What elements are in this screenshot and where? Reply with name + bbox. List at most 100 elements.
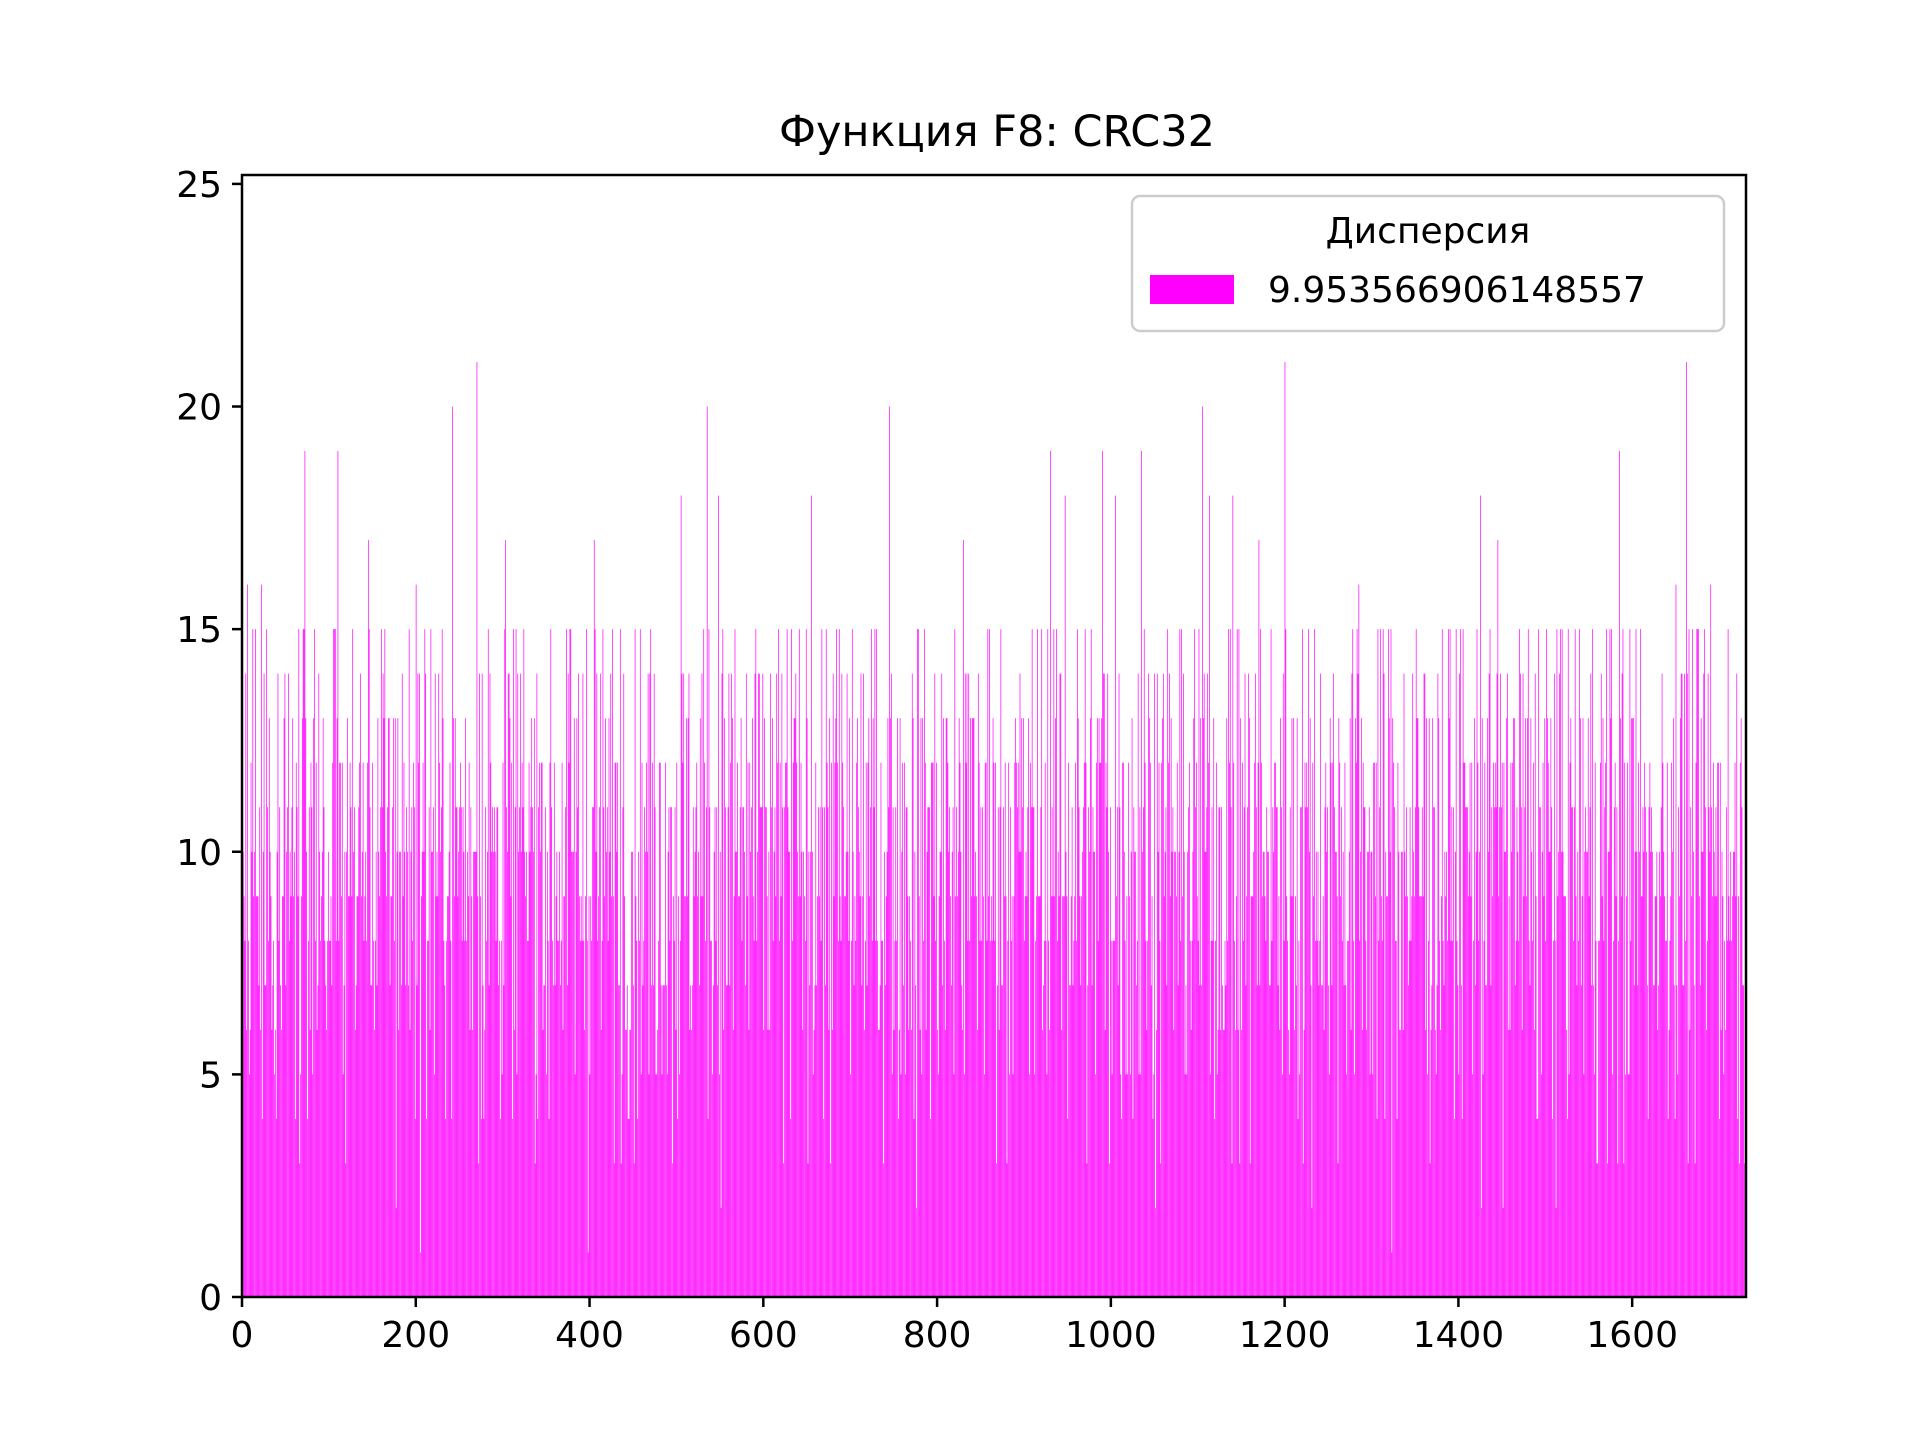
histogram-bar <box>1078 807 1080 1297</box>
histogram-bar <box>1702 851 1704 1297</box>
histogram-bar <box>759 807 761 1297</box>
histogram-bar <box>928 807 930 1297</box>
histogram-bar <box>677 1118 678 1297</box>
histogram-bar <box>749 762 751 1297</box>
histogram-bar <box>1573 940 1574 1297</box>
histogram-bar <box>1661 673 1663 1297</box>
histogram-bar <box>745 673 747 1297</box>
histogram-bar <box>626 985 628 1297</box>
histogram-bar <box>1649 762 1651 1297</box>
histogram-bar <box>1732 896 1733 1297</box>
histogram-bar <box>1640 896 1642 1297</box>
histogram-bar <box>1309 718 1311 1297</box>
histogram-bar <box>541 762 543 1297</box>
histogram-bar <box>1252 896 1254 1297</box>
histogram-bar <box>1588 896 1590 1297</box>
histogram-bar <box>1286 896 1288 1297</box>
histogram-bar <box>801 851 803 1297</box>
histogram-bar <box>1336 896 1338 1297</box>
histogram-bar <box>1420 896 1421 1297</box>
histogram-bar <box>390 896 392 1297</box>
histogram-bar <box>1726 940 1728 1297</box>
histogram-bar <box>1704 629 1705 1297</box>
histogram-bar <box>778 629 779 1297</box>
histogram-bar <box>904 762 905 1297</box>
histogram-bar <box>1441 629 1443 1297</box>
histogram-bar <box>782 807 784 1297</box>
histogram-bar <box>1693 851 1694 1297</box>
histogram-bar <box>969 940 970 1297</box>
histogram-bar <box>1710 584 1712 1297</box>
histogram-bar <box>1157 851 1159 1297</box>
histogram-bar <box>1038 896 1040 1297</box>
histogram-bar <box>1318 985 1320 1297</box>
histogram-bar <box>1179 629 1181 1297</box>
histogram-bar <box>1334 807 1335 1297</box>
histogram-bar <box>1164 851 1166 1297</box>
histogram-bar <box>694 851 696 1297</box>
histogram-bar <box>1401 851 1403 1297</box>
histogram-bar <box>845 851 847 1297</box>
histogram-bar <box>990 896 992 1297</box>
histogram-bar <box>1355 762 1357 1297</box>
histogram-bar <box>937 1029 938 1297</box>
histogram-bar <box>1155 1207 1156 1297</box>
histogram-bar <box>1741 807 1743 1297</box>
histogram-bar <box>663 985 665 1297</box>
histogram-bar <box>310 762 312 1297</box>
histogram-bar <box>556 851 558 1297</box>
histogram-bar <box>1074 896 1076 1297</box>
histogram-bar <box>1043 940 1045 1297</box>
histogram-bar <box>760 807 762 1297</box>
histogram-bar <box>487 851 488 1297</box>
histogram-bar <box>790 1118 791 1297</box>
histogram-bar <box>987 629 989 1297</box>
histogram-bar <box>443 940 445 1297</box>
histogram-bar <box>469 1029 471 1297</box>
histogram-bar <box>860 673 862 1297</box>
histogram-bar <box>739 807 741 1297</box>
histogram-bar <box>335 940 337 1297</box>
histogram-bar <box>891 1074 893 1297</box>
histogram-bar <box>1242 762 1243 1297</box>
histogram-bar <box>1540 1074 1542 1297</box>
histogram-bar <box>1469 762 1471 1297</box>
histogram-bar <box>1633 985 1635 1297</box>
histogram-bar <box>685 896 686 1297</box>
histogram-bar <box>545 807 546 1297</box>
histogram-bar <box>1004 762 1006 1297</box>
histogram-bar <box>1718 762 1719 1297</box>
histogram-bar <box>1666 762 1668 1297</box>
histogram-bar <box>976 896 977 1297</box>
histogram-bar <box>1720 1029 1722 1297</box>
histogram-bar <box>886 851 888 1297</box>
histogram-bar <box>1547 718 1548 1297</box>
histogram-bar <box>553 985 554 1297</box>
histogram-bar <box>936 762 937 1297</box>
histogram-bar <box>978 762 980 1297</box>
histogram-bar <box>1435 1074 1437 1297</box>
histogram-bar <box>989 629 990 1297</box>
histogram-bar <box>891 673 892 1297</box>
histogram-bar <box>948 851 950 1297</box>
histogram-bar <box>708 629 710 1297</box>
histogram-bar <box>1209 1074 1211 1297</box>
histogram-bar <box>1109 807 1111 1297</box>
histogram-bar <box>1319 940 1321 1297</box>
histogram-bar <box>1091 985 1093 1297</box>
histogram-bar <box>1615 896 1617 1297</box>
histogram-bar <box>1388 629 1389 1297</box>
histogram-bar <box>1121 1118 1122 1297</box>
histogram-bar <box>1427 1074 1428 1297</box>
histogram-bar <box>275 1029 276 1297</box>
histogram-bar <box>859 896 861 1297</box>
histogram-bar <box>407 985 409 1297</box>
histogram-bar <box>1116 896 1117 1297</box>
histogram-bar <box>1722 896 1724 1297</box>
histogram-bar <box>544 985 546 1297</box>
histogram-bar <box>1512 762 1513 1297</box>
histogram-bar <box>1584 851 1586 1297</box>
histogram-bar <box>1313 896 1315 1297</box>
histogram-bar <box>1009 1074 1010 1297</box>
histogram-bar <box>1534 673 1536 1297</box>
